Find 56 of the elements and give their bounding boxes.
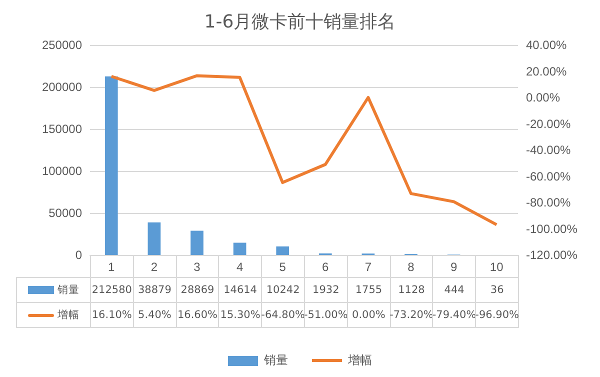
data-label: 15.30%	[218, 302, 262, 328]
data-label: 28869	[176, 277, 220, 303]
x-tick-label: 7	[364, 260, 372, 274]
data-label: 16.60%	[176, 302, 220, 328]
data-label: 36	[475, 277, 519, 303]
data-label: 16.10%	[90, 302, 134, 328]
x-tick-label: 8	[408, 260, 415, 274]
y-tick-label: 50000	[48, 206, 82, 220]
y2-tick-label: -80.00%	[526, 196, 572, 210]
data-label: 212580	[90, 277, 134, 303]
data-label: 444	[432, 277, 476, 303]
x-tick-label: 5	[279, 260, 286, 274]
text: 增幅	[348, 353, 372, 367]
bar	[233, 242, 246, 255]
bar	[190, 230, 204, 255]
data-label: 5.40%	[132, 302, 177, 328]
data-label: 0.00%	[346, 302, 391, 328]
y2-tick-label: -120.00%	[526, 248, 578, 262]
y-tick-label: 250000	[42, 38, 82, 52]
data-label: -51.00%	[304, 302, 348, 328]
x-tick-label: 4	[236, 260, 244, 274]
legend-label: 销量	[58, 283, 80, 297]
text: 销量	[264, 353, 288, 367]
y2-tick-label: -60.00%	[526, 169, 572, 184]
y-tick-label: 200000	[42, 80, 82, 94]
y2-tick-label: 0.00%	[526, 90, 560, 104]
line-series	[110, 74, 498, 226]
legend-label: 增幅	[58, 308, 80, 322]
data-label: 10242	[261, 277, 305, 303]
data-label: 1932	[304, 277, 348, 303]
y2-tick-label: 40.00%	[526, 38, 568, 52]
y2-tick-label: -100.00%	[526, 222, 578, 236]
data-label: 14614	[218, 277, 262, 303]
bar	[276, 246, 290, 255]
y2-tick-label: -40.00%	[526, 143, 572, 157]
data-label: -79.40%	[432, 302, 476, 328]
data-label: 1128	[390, 277, 434, 303]
x-tick-label: 2	[150, 260, 158, 274]
x-tick-label: 1	[108, 260, 116, 274]
y2-tick-label: -20.00%	[526, 116, 572, 131]
data-label: 38879	[132, 277, 177, 303]
y-tick-label: 0	[75, 248, 82, 262]
y-tick-label: 100000	[42, 164, 82, 178]
data-label: 1755	[346, 277, 391, 303]
data-label: -73.20%	[390, 302, 434, 328]
x-tick-label: 6	[322, 260, 330, 274]
bar	[104, 76, 118, 255]
x-tick-label: 9	[450, 260, 458, 274]
y2-tick-label: 20.00%	[526, 64, 568, 78]
y-tick-label: 150000	[42, 122, 82, 136]
chart-title: 1-6月微卡前十销量排名	[204, 12, 396, 32]
data-label: -64.80%	[261, 302, 305, 328]
data-label: -96.90%	[475, 302, 519, 328]
bar	[148, 222, 161, 255]
x-tick-label: 3	[194, 260, 201, 274]
x-tick-label: 10	[490, 260, 504, 274]
